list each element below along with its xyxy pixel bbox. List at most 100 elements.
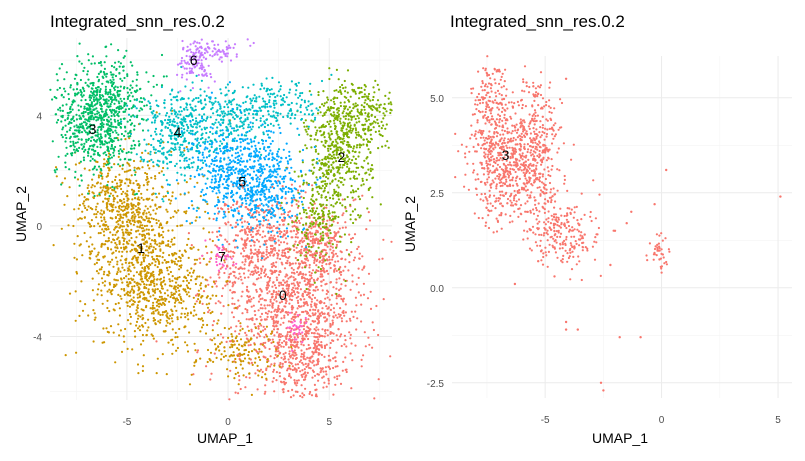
cluster-2-point [314,271,317,274]
cluster-2-point [351,196,354,199]
cluster-0-point [229,326,233,329]
cluster-1-point [171,195,174,198]
cluster-1-point [116,195,119,198]
cluster-0-point [353,256,356,259]
cluster-3-point [68,129,71,132]
cluster-1-point [136,183,139,186]
cluster-2-point [337,179,340,182]
cluster-0-point [286,247,289,250]
cluster-1-point [216,196,219,199]
cluster-1-point [116,238,119,241]
cluster-0-point [308,266,311,269]
cluster-2-point [370,114,373,117]
cluster-0-point [343,314,346,317]
cluster-1-point [192,269,196,272]
cluster-1-point [180,312,183,315]
cluster-1-point [187,281,190,285]
cluster-3-point [85,102,88,106]
cluster-0-point [288,361,291,364]
cluster-0-point [294,357,297,360]
cluster-0-point [270,311,273,314]
cluster-1-point [176,335,179,339]
cluster-1-point [164,195,167,198]
cluster-1-point [165,373,168,376]
cluster-3-point [80,179,83,182]
cluster-1-point [140,275,143,278]
cluster-2-point [302,196,305,200]
cluster-0-point [248,211,251,214]
cluster-0-point [333,270,336,273]
cluster-2-point [304,173,307,176]
cluster-1-point [189,247,192,250]
cluster-1-point [167,273,170,276]
cluster-0-point [339,287,342,290]
cluster-1-point [149,272,153,275]
cluster-0-point [310,300,313,303]
cluster-0-point [287,277,290,280]
cluster-0-point [265,253,268,256]
cluster-3-point [72,140,75,143]
cluster-2-point [347,118,350,121]
cluster-1-point [134,197,137,200]
cluster-1-point [111,210,114,213]
cluster-2-point [354,157,357,161]
cluster-3-point [105,129,108,133]
cluster-1-point [170,339,173,342]
cluster-1-point [232,351,235,354]
cluster-0-point [289,335,293,338]
cluster-0-point [271,304,274,307]
cluster-1-point [121,167,124,170]
cluster-3-point [55,168,59,171]
cluster-3-point [87,78,90,81]
cluster-0-point [287,289,290,292]
cluster-1-point [97,232,100,235]
cluster-0-point [289,354,292,358]
cluster-2-point [363,93,366,96]
cluster-0-point [326,296,329,299]
cluster-0-point [265,318,268,321]
cluster-2-point [364,127,367,131]
cluster-2-point [372,126,375,129]
cluster-1-point [86,186,89,190]
cluster-0-point [335,269,338,272]
cluster-1-point [100,294,103,297]
cluster-0-point [315,237,318,240]
cluster-0-point [276,235,280,238]
cluster-0-point [327,366,331,369]
cluster-0-point [390,240,393,243]
cluster-0-point [249,233,253,236]
cluster-3-point [114,129,117,132]
cluster-0-point [321,261,324,264]
cluster-0-point [358,257,361,260]
cluster-0-point [306,312,310,315]
cluster-0-point [331,323,334,326]
cluster-0-point [308,292,311,295]
cluster-0-point [260,319,263,322]
cluster-1-point [116,271,119,274]
cluster-1-point [86,208,89,211]
cluster-2-point [370,107,373,110]
cluster-2-point [349,145,353,149]
cluster-1-point [126,281,129,284]
cluster-1-point [104,192,107,195]
cluster-0-point [321,335,324,338]
cluster-1-point [185,279,189,282]
cluster-3-point [80,131,84,134]
cluster-1-point [105,175,108,178]
cluster-1-point [108,283,112,286]
cluster-3-point [78,117,81,120]
cluster-3-point [110,123,113,126]
cluster-1-point [118,226,121,229]
cluster-1-point [84,198,88,201]
cluster-1-point [120,192,123,196]
cluster-0-point [298,360,301,363]
cluster-0-point [296,189,299,192]
cluster-2-point [321,237,324,240]
cluster-1-point [85,240,88,243]
cluster-3-point [102,125,105,129]
cluster-0-point [341,369,344,372]
cluster-3-point [77,109,80,112]
cluster-0-point [270,263,273,266]
cluster-0-point [311,283,315,286]
cluster-0-point [286,242,289,245]
